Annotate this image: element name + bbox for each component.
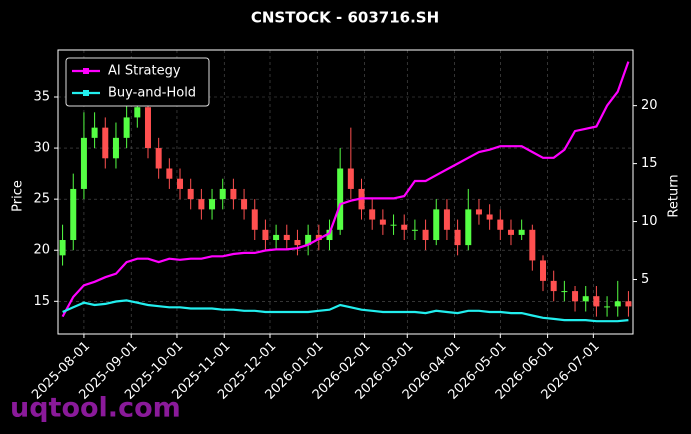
candle-body [625, 301, 632, 307]
candle-body [379, 219, 386, 225]
candle-body [283, 234, 290, 241]
candle-body [507, 229, 514, 235]
candle-body [112, 137, 119, 159]
line [62, 299, 629, 323]
candle-body [540, 260, 547, 281]
candle-body [177, 178, 184, 189]
candle-body [294, 240, 301, 246]
candle-body [134, 107, 141, 118]
y-tick-label: 25 [33, 192, 50, 207]
y-tick-label: 15 [33, 294, 50, 309]
candle-body [486, 214, 493, 220]
candle-body [443, 209, 450, 230]
y2-tick-label: 15 [641, 156, 658, 171]
candle-body [241, 199, 248, 210]
y-axis-label: Price [11, 180, 26, 212]
legend: AI Strategy Buy-and-Hold [65, 57, 210, 107]
candle-body [70, 188, 77, 241]
candle-body [518, 229, 525, 235]
plot-frame [57, 49, 634, 335]
legend-label: Buy-and-Hold [108, 86, 196, 101]
candle-body [123, 117, 130, 138]
candle-body [326, 229, 333, 241]
candle-body [102, 127, 109, 159]
candle-body [550, 280, 557, 292]
candle-body [572, 291, 579, 302]
candle-body [337, 168, 344, 230]
candle-body [614, 301, 621, 307]
candle-body [166, 168, 173, 179]
y-tick-label: 20 [33, 243, 50, 258]
chart-title: CNSTOCK - 603716.SH [251, 9, 439, 27]
candle-body [305, 234, 312, 246]
candle-body [262, 229, 269, 241]
watermark: uqtool.com [10, 393, 181, 424]
y2-axis-label: Return [667, 174, 682, 217]
candle-body [561, 291, 568, 293]
candle-body [465, 209, 472, 246]
y2-tick-label: 20 [641, 98, 658, 113]
candle-body [273, 234, 280, 241]
candle-body [604, 306, 611, 308]
candle-body [347, 168, 354, 189]
candle-body [198, 199, 205, 210]
candle-body [411, 229, 418, 231]
candle-body [209, 199, 216, 210]
legend-label: AI Strategy [108, 64, 181, 79]
candle-body [144, 107, 151, 149]
legend-marker [83, 68, 89, 74]
candle-body [497, 219, 504, 230]
candle-body [91, 127, 98, 138]
candle-body [401, 224, 408, 230]
candle-body [251, 209, 258, 230]
y2-tick-label: 10 [641, 214, 658, 229]
candle-body [529, 229, 536, 261]
candle-body [390, 224, 397, 226]
candle-body [593, 296, 600, 307]
candle-body [59, 240, 66, 256]
y-tick-label: 30 [33, 141, 50, 156]
candle-body [187, 188, 194, 200]
candle-body [219, 188, 226, 200]
candle-body [315, 234, 322, 241]
y-tick-label: 35 [33, 89, 50, 104]
candle-body [475, 209, 482, 215]
y2-tick-label: 5 [641, 272, 649, 287]
line [61, 61, 630, 318]
legend-box [65, 57, 210, 107]
candle-body [454, 229, 461, 246]
candle-body [230, 188, 237, 200]
candle-body [155, 148, 162, 169]
candle-body [80, 137, 87, 189]
candle-body [582, 296, 589, 302]
candle-body [433, 209, 440, 241]
candle-body [422, 229, 429, 241]
legend-marker [83, 90, 89, 96]
candle-body [369, 209, 376, 220]
